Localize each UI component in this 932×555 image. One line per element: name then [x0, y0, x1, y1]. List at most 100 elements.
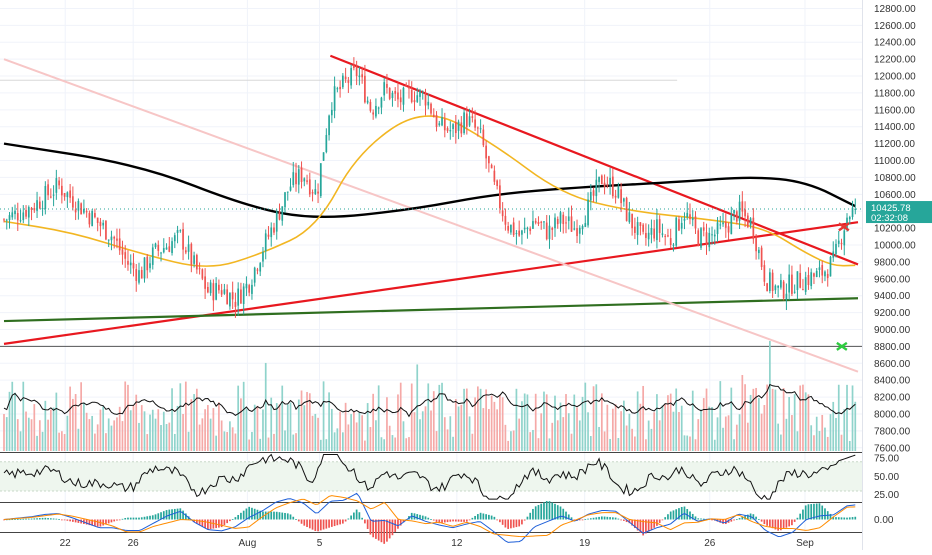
macd-histogram-bar	[540, 503, 543, 520]
volume-bar	[333, 432, 336, 451]
macd-histogram-bar	[567, 514, 570, 520]
volume-bar	[686, 435, 689, 451]
volume-bar	[667, 395, 669, 451]
volume-bar	[25, 411, 27, 451]
macd-histogram-bar	[460, 519, 463, 522]
macd-histogram-bar	[810, 504, 813, 520]
candle-body	[292, 172, 295, 186]
price-tick-label: 10800.00	[874, 173, 916, 184]
volume-bar	[826, 436, 829, 451]
volume-bar	[788, 397, 791, 451]
macd-histogram-bar	[777, 519, 779, 531]
macd-histogram-bar	[631, 519, 633, 526]
candle-body	[179, 230, 182, 232]
candle-body	[94, 213, 96, 218]
candle-body	[229, 293, 231, 307]
time-tick-label: 5	[317, 538, 323, 549]
macd-histogram-bar	[41, 517, 44, 520]
volume-bar	[587, 412, 589, 451]
volume-bar	[129, 410, 132, 451]
candle-body	[691, 217, 694, 221]
candle-body	[55, 178, 58, 193]
volume-bar	[854, 401, 857, 451]
candle-body	[573, 228, 576, 230]
macd-histogram-bar	[854, 516, 857, 520]
volume-bar	[151, 409, 154, 451]
macd-histogram-bar	[848, 517, 851, 520]
macd-histogram-bar	[449, 519, 452, 522]
volume-bar	[369, 427, 372, 451]
candle-body	[639, 222, 642, 226]
candle-body	[5, 219, 8, 221]
macd-histogram-bar	[394, 519, 397, 532]
volume-bar	[702, 398, 705, 451]
macd-histogram-bar	[262, 511, 264, 520]
macd-pane	[3, 492, 857, 544]
candle-body	[380, 97, 383, 108]
volume-bar	[3, 414, 5, 451]
candle-body	[193, 255, 195, 264]
candle-body	[430, 103, 432, 114]
candle-body	[421, 92, 424, 94]
candle-body	[683, 218, 686, 221]
macd-histogram-bar	[47, 518, 49, 520]
volume-bar	[507, 440, 510, 451]
candle-body	[49, 196, 52, 198]
volume-bar	[176, 405, 179, 451]
candle-body	[223, 289, 226, 294]
volume-bar	[499, 394, 501, 451]
macd-histogram-bar	[735, 519, 738, 521]
volume-bar	[270, 397, 273, 451]
macd-histogram-bar	[319, 519, 322, 531]
candle-body	[386, 83, 388, 88]
candle-body	[424, 93, 427, 106]
candle-body	[262, 252, 264, 262]
candle-body	[727, 226, 730, 233]
candle-body	[319, 163, 322, 197]
volume-bar	[460, 404, 463, 451]
candle-body	[832, 251, 835, 258]
macd-histogram-bar	[278, 512, 281, 520]
volume-bar	[713, 439, 716, 451]
trendlines	[3, 54, 859, 373]
volume-bar	[190, 399, 193, 451]
rsi-tick-label: 25.00	[874, 490, 899, 501]
volume-bar	[708, 406, 711, 451]
volume-bar	[207, 405, 209, 451]
volume-bar	[559, 402, 562, 451]
candle-body	[719, 224, 722, 226]
candle-body	[160, 252, 162, 254]
macd-histogram-bar	[273, 511, 275, 520]
volume-bar	[617, 437, 620, 451]
volume-bar	[449, 416, 452, 451]
price-tick-label: 10600.00	[874, 190, 916, 201]
macd-histogram-bar	[815, 503, 818, 520]
candle-body	[267, 234, 270, 237]
candle-body	[697, 230, 700, 246]
candle-body	[383, 82, 386, 96]
moving-averages	[3, 115, 856, 267]
last-price-countdown: 02:32:08	[871, 213, 908, 224]
price-tick-label: 7800.00	[874, 426, 911, 437]
volume-bar	[661, 405, 664, 451]
macd-histogram-bar	[33, 518, 36, 520]
macd-histogram-bar	[835, 517, 837, 520]
macd-histogram-bar	[8, 519, 11, 521]
macd-histogram-bar	[397, 519, 399, 529]
candle-body	[606, 184, 609, 186]
volume-bar	[595, 384, 598, 451]
volume-bar	[700, 409, 702, 451]
candle-body	[391, 92, 394, 99]
candle-body	[198, 268, 201, 270]
volume-bar	[589, 436, 592, 451]
volume-bars	[3, 341, 857, 451]
volume-bar	[237, 385, 240, 451]
volume-bar	[474, 397, 476, 451]
volume-bar	[611, 408, 614, 451]
volume-bar	[262, 409, 264, 451]
candle-body	[556, 218, 559, 225]
volume-bar	[749, 394, 752, 451]
macd-histogram-bar	[355, 509, 358, 520]
macd-histogram-bar	[490, 515, 493, 520]
macd-histogram-bar	[562, 508, 565, 520]
